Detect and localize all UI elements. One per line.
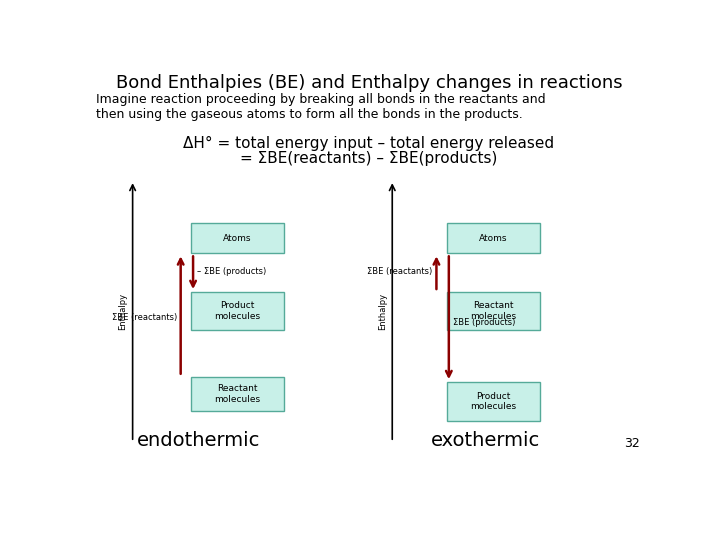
Text: 32: 32 [624,437,640,450]
FancyBboxPatch shape [191,222,284,253]
Text: exothermic: exothermic [431,431,540,450]
Text: Reactant
molecules: Reactant molecules [214,384,261,404]
Text: Product
molecules: Product molecules [214,301,261,321]
Text: Atoms: Atoms [223,233,251,242]
Text: Bond Enthalpies (BE) and Enthalpy changes in reactions: Bond Enthalpies (BE) and Enthalpy change… [116,74,622,92]
Text: Atoms: Atoms [479,233,508,242]
Text: endothermic: endothermic [137,431,260,450]
FancyBboxPatch shape [446,382,539,421]
FancyBboxPatch shape [191,377,284,411]
FancyBboxPatch shape [191,292,284,330]
FancyBboxPatch shape [446,222,539,253]
Text: Reactant
molecules: Reactant molecules [470,301,516,321]
Text: – ΣBE (products): – ΣBE (products) [197,267,266,275]
Text: ΣBE (reactants): ΣBE (reactants) [367,267,433,275]
Text: Enthalpy: Enthalpy [378,293,387,330]
Text: Imagine reaction proceeding by breaking all bonds in the reactants and
then usin: Imagine reaction proceeding by breaking … [96,93,546,122]
Text: ΣBE (products): ΣBE (products) [453,318,515,327]
Text: ΣBE (reactants): ΣBE (reactants) [112,313,177,322]
FancyBboxPatch shape [446,292,539,330]
Text: Product
molecules: Product molecules [470,392,516,411]
Text: = ΣBE(reactants) – ΣBE(products): = ΣBE(reactants) – ΣBE(products) [240,151,498,166]
Text: Enthalpy: Enthalpy [118,293,127,330]
Text: ΔH° = total energy input – total energy released: ΔH° = total energy input – total energy … [184,136,554,151]
